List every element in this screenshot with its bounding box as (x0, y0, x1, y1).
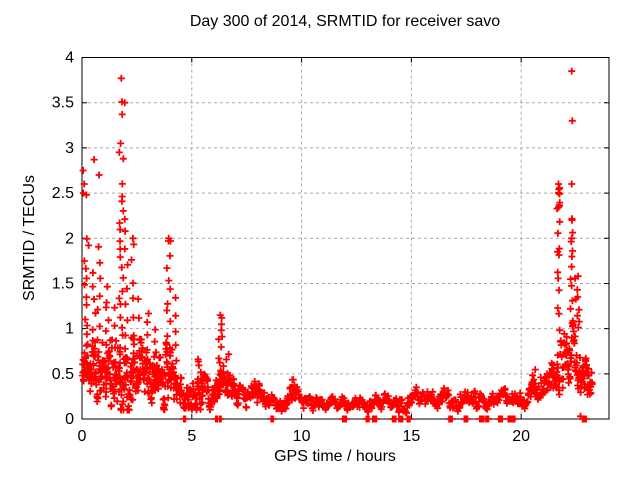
chart-title: Day 300 of 2014, SRMTID for receiver sav… (190, 13, 500, 30)
y-tick-label: 3.5 (52, 95, 74, 112)
x-axis-label: GPS time / hours (274, 448, 396, 465)
y-tick-label: 2 (65, 230, 74, 247)
x-tick-label: 15 (402, 428, 420, 445)
x-tick-label: 10 (293, 428, 311, 445)
x-tick-label: 5 (187, 428, 196, 445)
y-tick-label: 1.5 (52, 275, 74, 292)
y-tick-label: 2.5 (52, 185, 74, 202)
y-axis-label: SRMTID / TECUs (21, 175, 38, 301)
y-tick-label: 0 (65, 411, 74, 428)
data-points (78, 67, 596, 423)
y-tick-label: 0.5 (52, 366, 74, 383)
x-tick-label: 0 (78, 428, 87, 445)
plot-area: 0 5 10 15 20 0 0.5 1 1.5 2 2.5 3 3.5 4 (52, 50, 610, 445)
y-tick-label: 3 (65, 140, 74, 157)
x-tick-label: 20 (512, 428, 530, 445)
y-tick-label: 1 (65, 321, 74, 338)
y-tick-label: 4 (65, 50, 74, 67)
gridlines (82, 57, 609, 419)
